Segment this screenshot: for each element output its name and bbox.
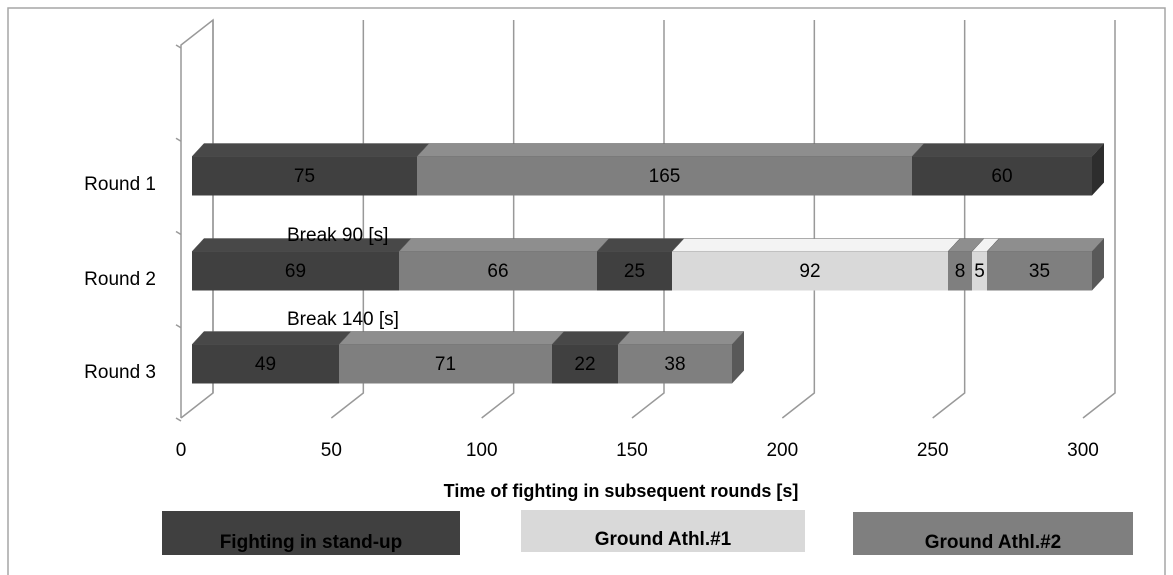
grid-line (1082, 20, 1116, 419)
data-label: 25 (624, 261, 645, 282)
segment-side (1092, 143, 1104, 196)
data-label: 92 (799, 261, 820, 282)
segment-top (338, 331, 565, 345)
legend-box (162, 511, 460, 555)
data-label: 60 (991, 166, 1012, 187)
segment-side (732, 331, 744, 384)
category-label: Round 1 (84, 174, 156, 195)
x-tick-label: 300 (1067, 440, 1099, 461)
data-label: 38 (664, 354, 685, 375)
data-label: 35 (1029, 261, 1050, 282)
annotation: Break 90 [s] (287, 225, 388, 246)
x-tick-label: 100 (466, 440, 498, 461)
x-tick-label: 200 (766, 440, 798, 461)
data-label: 165 (649, 166, 681, 187)
segment (987, 251, 1092, 291)
y-tick (175, 417, 182, 422)
segment (912, 156, 1092, 196)
data-label: 22 (574, 354, 595, 375)
data-label: 8 (955, 261, 966, 282)
legend-label: Ground Athl.#1 (595, 529, 732, 550)
segment (192, 156, 417, 196)
grid-line (781, 20, 816, 419)
segment-side (1092, 238, 1104, 291)
x-axis-label: Time of fighting in subsequent rounds [s… (444, 481, 799, 501)
segment (597, 251, 672, 291)
segment (972, 251, 987, 291)
segment (618, 344, 732, 384)
data-label: 49 (255, 354, 276, 375)
data-label: 69 (285, 261, 306, 282)
legend-label: Ground Athl.#2 (925, 532, 1062, 553)
legend-box (521, 510, 805, 552)
y-tick (175, 324, 182, 329)
category-label: Round 3 (84, 362, 156, 383)
grid-line (932, 20, 966, 419)
segment-top (617, 331, 745, 345)
x-tick-label: 0 (176, 440, 187, 461)
data-label: 66 (487, 261, 508, 282)
x-tick-label: 250 (917, 440, 949, 461)
x-tick-label: 150 (616, 440, 648, 461)
segment-top (596, 238, 685, 252)
category-label: Round 2 (84, 269, 156, 290)
frame (7, 7, 1166, 575)
segment (552, 344, 618, 384)
segment-top (191, 331, 352, 345)
segment (339, 344, 552, 384)
segment (672, 251, 948, 291)
x-tick-label: 50 (321, 440, 342, 461)
segment-top (911, 143, 1105, 157)
segment-top (416, 143, 925, 157)
legend-label: Fighting in stand-up (220, 532, 403, 553)
annotation: Break 140 [s] (287, 309, 399, 330)
y-tick (175, 137, 182, 142)
segment-top (551, 331, 631, 345)
segment-top (191, 143, 430, 157)
segment (192, 344, 339, 384)
y-tick (175, 230, 182, 236)
segment (948, 251, 972, 291)
data-label: 75 (294, 166, 315, 187)
legend-box (853, 512, 1133, 555)
segment-top (671, 238, 961, 252)
segment (417, 156, 912, 196)
segment (399, 251, 597, 291)
data-label: 71 (435, 354, 456, 375)
y-tick (175, 44, 182, 49)
data-label: 5 (974, 261, 985, 282)
segment (192, 251, 399, 291)
segment-top (398, 238, 610, 252)
segment-top (986, 238, 1105, 252)
